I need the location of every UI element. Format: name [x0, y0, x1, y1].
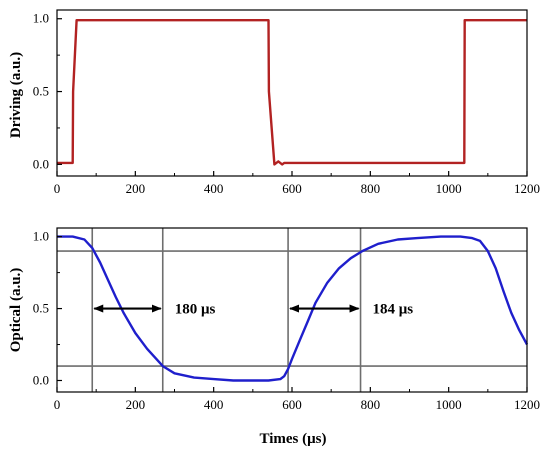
x-tick-label: 1000: [436, 397, 462, 412]
x-tick-label: 400: [204, 397, 224, 412]
driving-panel: Driving (a.u.) 0 200 400 600 800 1000 1200 0.0 0…: [8, 9, 540, 196]
driving-series-line: [57, 19, 527, 166]
plot-frame: [56, 9, 528, 177]
y-tick-label: 0.0: [33, 156, 49, 171]
x-tick-label: 800: [361, 181, 381, 196]
y-tick-label: 0.5: [33, 301, 49, 316]
x-tick-label: 1200: [514, 181, 540, 196]
y-tick-label: 1.0: [33, 11, 49, 26]
optical-panel: Optical (a.u.) Times (μs) 0 200 400 600 800 1…: [8, 227, 540, 447]
y-tick-label: 0.5: [33, 84, 49, 99]
x-tick-label: 1000: [436, 181, 462, 196]
y-tick-label: 1.0: [33, 229, 49, 244]
x-tick-label: 600: [282, 397, 302, 412]
x-tick-label: 0: [54, 397, 61, 412]
x-tick-label: 200: [126, 397, 146, 412]
y-tick-label: 0.0: [33, 372, 49, 387]
x-tick-label: 0: [54, 181, 61, 196]
optical-y-axis-title: Optical (a.u.): [8, 268, 24, 353]
duration-label-0: 180 μs: [175, 302, 216, 318]
driving-y-axis-title: Driving (a.u.): [8, 52, 24, 138]
times-x-axis-title: Times (μs): [260, 431, 327, 447]
x-tick-label: 200: [126, 181, 146, 196]
x-tick-label: 800: [361, 397, 381, 412]
x-tick-label: 1200: [514, 397, 540, 412]
duration-label-1: 184 μs: [373, 302, 414, 318]
plot-frame: [56, 227, 528, 393]
x-tick-label: 600: [282, 181, 302, 196]
x-tick-label: 400: [204, 181, 224, 196]
